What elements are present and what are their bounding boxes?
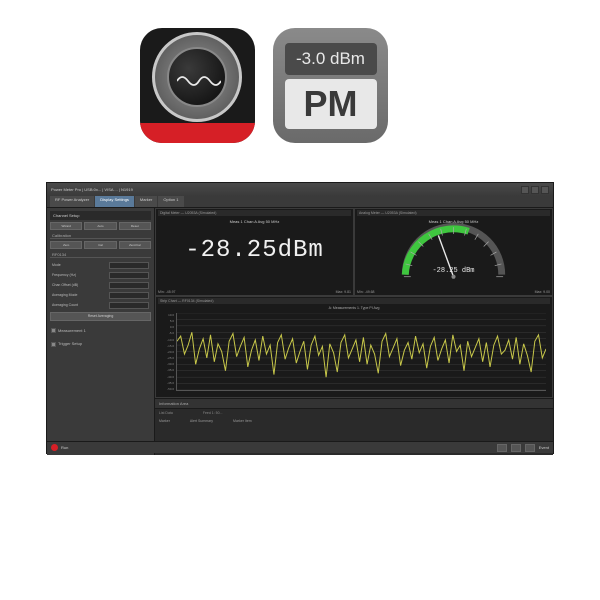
status-btn-1[interactable]: [497, 444, 507, 452]
status-dot-icon: [51, 444, 58, 451]
scope-waveform: [177, 73, 221, 89]
analog-min: Min: -49.68: [357, 290, 375, 294]
info-marker-item: Marker Item: [233, 419, 252, 423]
info-marker: Marker: [159, 419, 170, 423]
digital-title: Digital Meter — U2053A (Simulated): [160, 211, 216, 215]
measurement-check[interactable]: Measurement 1: [50, 327, 151, 334]
scope-accent-bar: [140, 123, 255, 143]
scope-bezel: [152, 32, 242, 122]
tab-option[interactable]: Option 1: [158, 196, 183, 207]
avgmode-row: Averaging Mode: [50, 290, 151, 300]
info-col-1: Feed 1: 50...: [203, 411, 223, 415]
info-col-0: List Data: [159, 411, 173, 415]
freq-row: Frequency (Hz): [50, 270, 151, 280]
info-alert: Alert Summary: [190, 419, 213, 423]
offset-row: Chan Offset (dB): [50, 280, 151, 290]
auto-button[interactable]: Auto: [84, 222, 116, 230]
digital-max: Max: 9.81: [336, 290, 351, 294]
app-pm-icon: -3.0 dBm PM: [273, 28, 388, 143]
digital-value: -28.25dBm: [156, 237, 353, 264]
tab-marker[interactable]: Marker: [135, 196, 157, 207]
reset-button[interactable]: Reset: [119, 222, 151, 230]
sidebar: Channel Setup Wizard Auto Reset Calibrat…: [47, 208, 155, 455]
sidebar-header: Channel Setup: [50, 211, 151, 220]
status-btn-2[interactable]: [511, 444, 521, 452]
strip-title: Strip Chart — RF0134 (Simulated): [158, 298, 550, 304]
strip-chart-panel: Strip Chart — RF0134 (Simulated) A: Meas…: [155, 296, 553, 398]
mode-input[interactable]: [109, 262, 149, 269]
status-run: Run: [61, 445, 68, 450]
trigger-check[interactable]: Trigger Setup: [50, 340, 151, 347]
statusbar: Run Event: [47, 441, 553, 453]
main-area: Digital Meter — U2053A (Simulated) Meas …: [155, 208, 553, 455]
titlebar: Power Meter Pro | USB:0x... | VISA ... |…: [47, 183, 553, 196]
mode-row: Mode: [50, 260, 151, 270]
avgcount-row: Averaging Count: [50, 300, 151, 310]
reset-averaging-button[interactable]: Reset Averaging: [50, 312, 151, 321]
avgmode-input[interactable]: [109, 292, 149, 299]
zerocal-button[interactable]: Zero/Cal: [119, 241, 151, 249]
cal-button[interactable]: Cal: [84, 241, 116, 249]
status-btn-3[interactable]: [525, 444, 535, 452]
offset-input[interactable]: [109, 282, 149, 289]
analog-value: -28.25 dBm: [355, 267, 552, 275]
window-title: Power Meter Pro | USB:0x... | VISA ... |…: [51, 187, 133, 192]
digital-meter-panel: Digital Meter — U2053A (Simulated) Meas …: [155, 208, 354, 296]
analog-max: Max: 9.00: [535, 290, 550, 294]
channel-header: RF0134: [50, 252, 151, 258]
tab-display-settings[interactable]: Display Settings: [95, 196, 134, 207]
maximize-button[interactable]: [531, 186, 539, 194]
analog-gauge: [355, 223, 552, 285]
calibration-header: Calibration: [50, 233, 151, 239]
scope-screen: [167, 47, 227, 107]
app-window: Power Meter Pro | USB:0x... | VISA ... |…: [46, 182, 554, 454]
analog-meter-panel: Analog Meter — U2053A (Simulated) Meas 1…: [354, 208, 553, 296]
strip-sub: A: Measurements 1. Type PI Avg: [156, 306, 552, 310]
info-header: Information Area: [155, 399, 553, 409]
pm-label: PM: [285, 79, 377, 129]
zero-button[interactable]: Zero: [50, 241, 82, 249]
pm-readout: -3.0 dBm: [285, 43, 377, 75]
digital-sub: Meas 1 Chan A Avg 50 MHz: [156, 219, 353, 224]
strip-chart: [176, 313, 546, 391]
avgcount-input[interactable]: [109, 302, 149, 309]
status-event: Event: [539, 445, 549, 450]
close-button[interactable]: [541, 186, 549, 194]
strip-y-labels: 10.05.00.0-5.0-10.0-15.0-20.0-25.0-30.0-…: [158, 313, 174, 391]
wizard-button[interactable]: Wizard: [50, 222, 82, 230]
minimize-button[interactable]: [521, 186, 529, 194]
tab-rf-power[interactable]: RF Power Analyzer: [50, 196, 94, 207]
digital-min: Min: -45.97: [158, 290, 176, 294]
menubar: RF Power Analyzer Display Settings Marke…: [47, 196, 553, 208]
analog-title: Analog Meter — U2053A (Simulated): [359, 211, 417, 215]
app-scope-icon: [140, 28, 255, 143]
freq-input[interactable]: [109, 272, 149, 279]
